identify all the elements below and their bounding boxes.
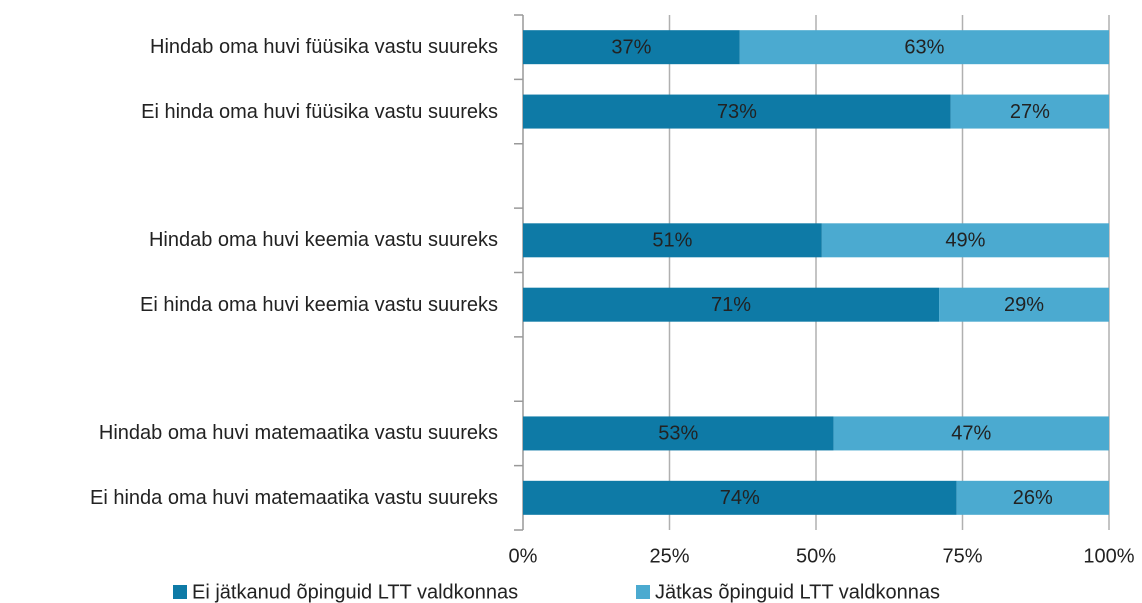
y-tick-label: Ei hinda oma huvi keemia vastu suureks — [140, 293, 498, 316]
bar — [523, 287, 940, 322]
data-label: 37% — [611, 36, 651, 58]
x-tick-label: 25% — [649, 545, 689, 567]
y-tick-label: Hindab oma huvi füüsika vastu suureks — [150, 36, 498, 59]
x-tick-label: 50% — [796, 545, 836, 567]
bar — [956, 480, 1109, 515]
bar — [833, 416, 1109, 451]
bar — [523, 30, 740, 65]
bar — [523, 223, 822, 258]
y-tick-label: Ei hinda oma huvi matemaatika vastu suur… — [90, 486, 498, 509]
y-tick-label: Ei hinda oma huvi füüsika vastu suureks — [141, 100, 498, 123]
data-label: 26% — [1013, 487, 1053, 509]
x-tick-label: 0% — [509, 545, 538, 567]
x-tick-label: 100% — [1083, 545, 1134, 567]
y-tick-label: Hindab oma huvi matemaatika vastu suurek… — [98, 422, 498, 445]
data-label: 27% — [1010, 101, 1050, 123]
y-tick-label: Hindab oma huvi keemia vastu suureks — [148, 229, 498, 252]
data-label: 49% — [945, 230, 985, 252]
bar — [739, 30, 1109, 65]
data-label: 63% — [904, 36, 944, 58]
data-label: 53% — [658, 423, 698, 445]
bar — [939, 287, 1109, 322]
data-label: 29% — [1004, 294, 1044, 316]
data-label: 71% — [711, 294, 751, 316]
data-label: 74% — [720, 487, 760, 509]
legend-swatch — [636, 585, 650, 599]
legend-label: Jätkas õpinguid LTT valdkonnas — [655, 581, 940, 603]
data-label: 47% — [951, 423, 991, 445]
bar — [523, 416, 834, 451]
bar — [821, 223, 1109, 258]
legend-swatch — [173, 585, 187, 599]
bar — [523, 480, 957, 515]
bar — [523, 94, 951, 129]
data-label: 73% — [717, 101, 757, 123]
bar — [950, 94, 1109, 129]
legend-label: Ei jätkanud õpinguid LTT valdkonnas — [192, 581, 518, 603]
data-label: 51% — [652, 230, 692, 252]
x-tick-label: 75% — [942, 545, 982, 567]
